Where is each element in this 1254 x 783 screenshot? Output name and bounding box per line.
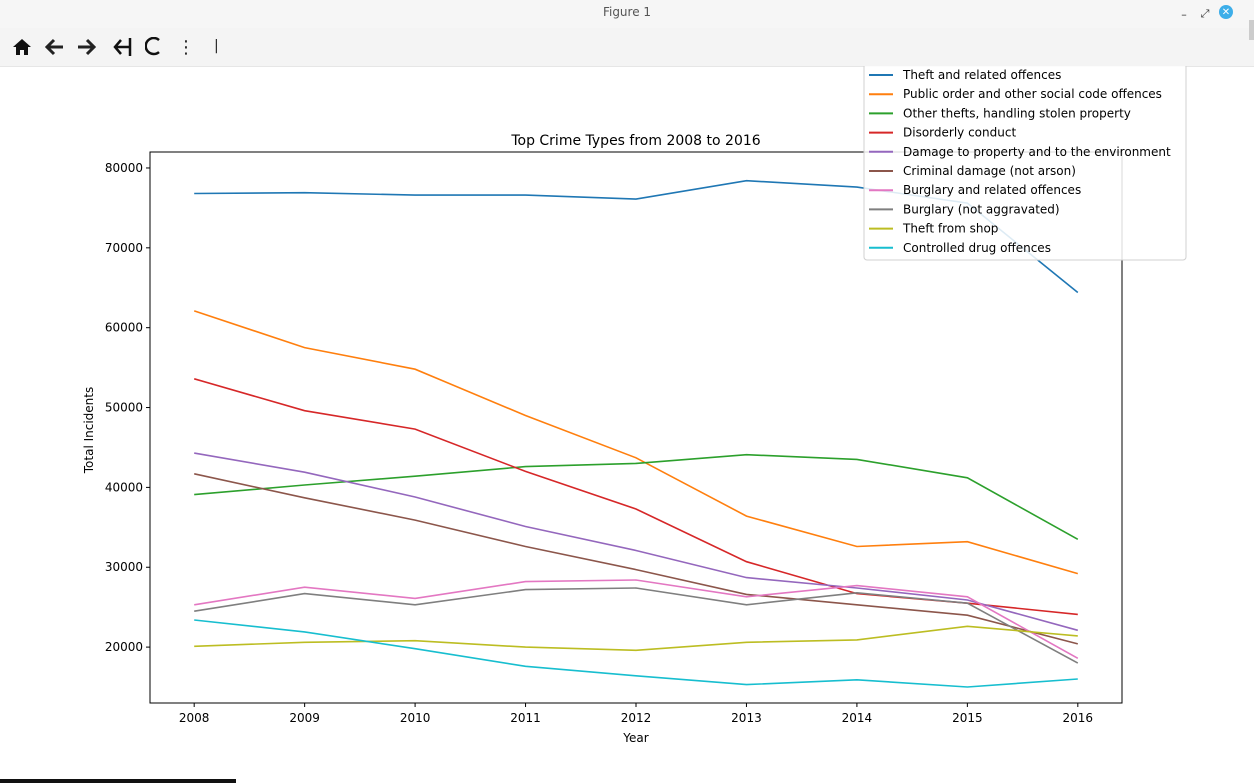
line-chart: 2008 2009 2010 2011 2012 2013 2014 2015 2016 2000… [82,66,1187,745]
legend-label: Disorderly conduct [903,126,1016,140]
x-axis-label: Year [622,731,648,745]
legend-label: Controlled drug offences [903,241,1051,255]
scrollbar[interactable] [1249,20,1254,40]
y-tick-label: 50000 [105,401,143,415]
x-tick-label: 2013 [731,711,762,725]
forward-icon[interactable] [74,36,98,58]
taskbar-strip [0,779,236,783]
back-icon[interactable] [43,36,67,58]
y-tick-label: 80000 [105,161,143,175]
legend-label: Burglary (not aggravated) [903,202,1060,216]
home-icon[interactable] [10,36,34,58]
series-line [194,452,1079,632]
series-line [193,378,1078,616]
series-line [194,473,1079,645]
legend-label: Public order and other social code offen… [903,87,1162,101]
legend-label: Other thefts, handling stolen property [903,106,1131,120]
x-tick-label: 2008 [179,711,210,725]
maximize-icon[interactable]: ⤢ [1200,7,1210,20]
coordinate-readout: | [214,38,219,54]
legend [863,66,1187,261]
series-line [193,310,1079,575]
x-tick-label: 2012 [621,711,652,725]
series-line [194,587,1079,664]
y-axis-label: Total Incidents [82,387,96,474]
figure-toolbar: ⋮ | [0,28,1254,67]
window-titlebar: Figure 1 – ⤢ ✕ [0,0,1254,28]
y-tick-label: 30000 [105,560,143,574]
series-line [194,625,1078,652]
minimize-icon[interactable]: – [1181,7,1187,21]
pan-icon[interactable] [111,36,135,58]
x-tick-label: 2011 [510,711,541,725]
window-title: Figure 1 [602,5,652,19]
y-tick-label: 70000 [105,241,143,255]
legend-label: Burglary and related offences [903,183,1081,197]
x-tick-label: 2016 [1063,711,1094,725]
legend-label: Damage to property and to the environmen… [903,145,1171,159]
close-icon[interactable]: ✕ [1219,5,1233,19]
zoom-icon[interactable] [143,36,167,58]
x-tick-label: 2010 [400,711,431,725]
series-line [194,579,1079,659]
legend-label: Theft from shop [902,222,998,236]
series-line [194,453,1079,540]
x-tick-label: 2015 [952,711,983,725]
y-tick-label: 40000 [105,480,143,494]
legend-label: Theft and related offences [902,68,1061,82]
series-line [194,619,1078,688]
legend-label: Criminal damage (not arson) [903,164,1076,178]
y-tick-label: 60000 [105,321,143,335]
chart-title: Top Crime Types from 2008 to 2016 [510,133,760,149]
x-tick-label: 2014 [842,711,873,725]
more-icon[interactable]: ⋮ [177,36,195,58]
x-tick-label: 2009 [289,711,320,725]
y-tick-label: 20000 [105,640,143,654]
